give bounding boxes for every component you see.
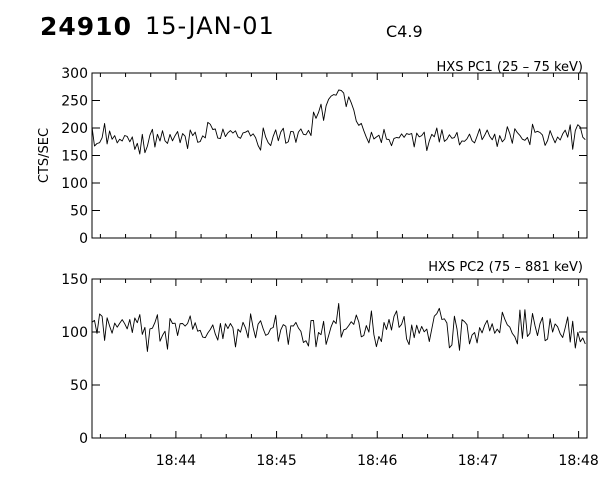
y-tick-label: 100 [61, 325, 88, 341]
plot-frame [91, 278, 588, 439]
plot-frame [91, 72, 588, 239]
panel-title: HXS PC2 (75 – 881 keV) [428, 260, 583, 275]
event-id: 24910 [40, 12, 132, 41]
y-tick-label: 50 [70, 378, 88, 394]
event-date: 15-JAN-01 [145, 12, 275, 40]
x-tick-label: 18:46 [357, 453, 397, 469]
y-tick-label: 0 [79, 231, 88, 247]
x-tick-label: 18:44 [156, 453, 196, 469]
y-tick-label: 200 [61, 121, 88, 137]
panel-pc2: HXS PC2 (75 – 881 keV) 0 50 100 150 [61, 260, 588, 447]
x-tick-label: 18:48 [558, 453, 598, 469]
series-line [91, 303, 586, 352]
flare-class: C4.9 [386, 22, 423, 41]
shared-time-axis: 18:44 18:45 18:46 18:47 18:48 [156, 453, 599, 469]
x-tick-label: 18:47 [458, 453, 498, 469]
panel-pc1: HXS PC1 (25 – 75 keV) CTS/SEC 0 50 100 150 200… [37, 60, 588, 247]
series-line [91, 89, 586, 155]
y-tick-label: 150 [61, 272, 88, 288]
y-tick-label: 300 [61, 66, 88, 82]
y-tick-label: 50 [70, 204, 88, 220]
x-tick-label: 18:45 [256, 453, 296, 469]
y-tick-label: 0 [79, 431, 88, 447]
y-tick-label: 100 [61, 176, 88, 192]
y-axis-label: CTS/SEC [37, 128, 52, 183]
y-tick-label: 250 [61, 94, 88, 110]
y-tick-label: 150 [61, 149, 88, 165]
panel-title: HXS PC1 (25 – 75 keV) [437, 60, 583, 75]
